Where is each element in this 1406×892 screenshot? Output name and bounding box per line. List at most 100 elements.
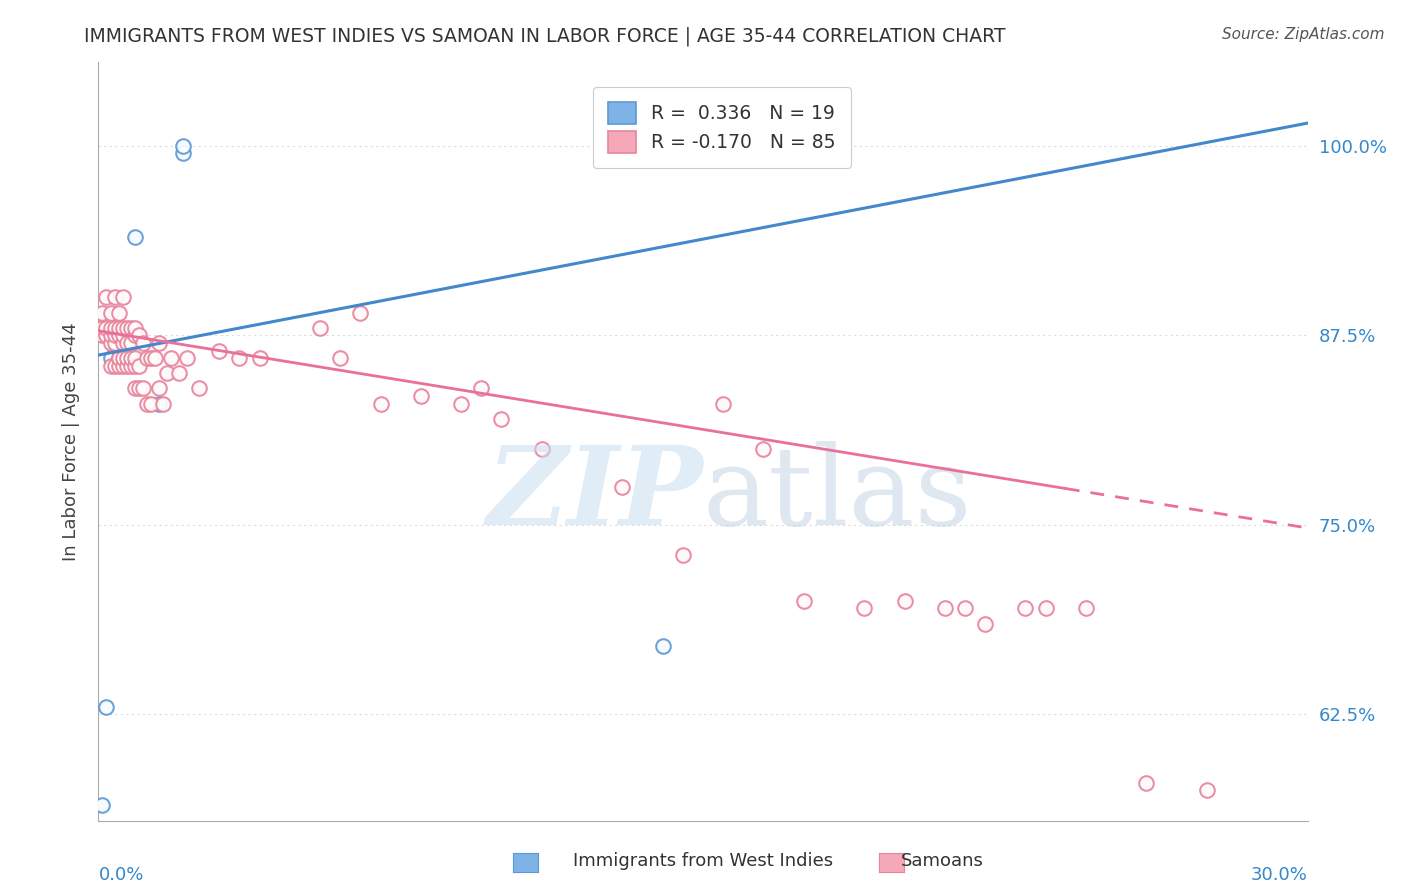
Point — [100, 321, 122, 335]
Point — [115, 351, 138, 366]
Point — [111, 328, 134, 343]
Point — [793, 594, 815, 608]
Point — [115, 321, 138, 335]
Point — [111, 321, 134, 335]
Point — [111, 291, 134, 305]
Point — [409, 389, 432, 403]
Point — [329, 351, 352, 366]
Point — [124, 321, 146, 335]
Point — [100, 321, 122, 335]
Point — [249, 351, 271, 366]
Point — [148, 336, 170, 351]
Text: Immigrants from West Indies: Immigrants from West Indies — [572, 852, 834, 870]
Point — [103, 321, 125, 335]
Point — [103, 321, 125, 335]
Point — [752, 442, 775, 456]
Point — [470, 382, 492, 396]
Point — [120, 351, 142, 366]
Point — [470, 382, 492, 396]
Point — [188, 382, 211, 396]
Point — [172, 146, 194, 161]
Point — [152, 396, 174, 410]
Point — [96, 291, 118, 305]
Point — [148, 396, 170, 410]
Point — [100, 306, 122, 320]
Point — [1035, 601, 1057, 615]
Point — [249, 351, 271, 366]
Point — [148, 336, 170, 351]
Point — [148, 382, 170, 396]
Point — [128, 359, 150, 373]
Point — [111, 336, 134, 351]
Point — [893, 594, 915, 608]
Point — [103, 328, 125, 343]
Point — [100, 359, 122, 373]
Point — [1035, 601, 1057, 615]
Point — [135, 351, 157, 366]
Point — [853, 601, 876, 615]
Point — [651, 639, 673, 653]
Point — [115, 336, 138, 351]
Point — [100, 336, 122, 351]
Point — [120, 359, 142, 373]
Point — [934, 601, 956, 615]
Point — [107, 306, 129, 320]
Point — [115, 336, 138, 351]
Point — [139, 351, 162, 366]
Point — [711, 396, 734, 410]
Point — [160, 351, 183, 366]
Point — [124, 382, 146, 396]
Point — [100, 336, 122, 351]
Point — [152, 396, 174, 410]
Point — [103, 328, 125, 343]
Point — [172, 146, 194, 161]
Point — [491, 412, 513, 426]
Point — [1195, 783, 1218, 797]
Point — [111, 328, 134, 343]
Text: Samoans: Samoans — [901, 852, 983, 870]
Point — [91, 306, 114, 320]
Point — [450, 396, 472, 410]
Point — [974, 616, 997, 631]
Point — [111, 351, 134, 366]
Point — [96, 700, 118, 714]
Point — [309, 321, 332, 335]
Point — [1014, 601, 1036, 615]
Point — [100, 328, 122, 343]
Point — [100, 306, 122, 320]
Point — [96, 328, 118, 343]
Y-axis label: In Labor Force | Age 35-44: In Labor Force | Age 35-44 — [62, 322, 80, 561]
Point — [96, 328, 118, 343]
Point — [115, 359, 138, 373]
Text: Source: ZipAtlas.com: Source: ZipAtlas.com — [1222, 27, 1385, 42]
Point — [143, 351, 166, 366]
Text: 30.0%: 30.0% — [1251, 866, 1308, 884]
Point — [974, 616, 997, 631]
Point — [370, 396, 392, 410]
Point — [148, 396, 170, 410]
Point — [120, 351, 142, 366]
Point — [124, 351, 146, 366]
Point — [107, 351, 129, 366]
Point — [111, 359, 134, 373]
Point — [176, 351, 198, 366]
Text: 0.0%: 0.0% — [98, 866, 143, 884]
Point — [111, 359, 134, 373]
Point — [107, 321, 129, 335]
Point — [91, 321, 114, 335]
Point — [96, 321, 118, 335]
Point — [167, 366, 190, 380]
Point — [100, 351, 122, 366]
Point — [115, 336, 138, 351]
Point — [793, 594, 815, 608]
Point — [111, 328, 134, 343]
Point — [370, 396, 392, 410]
Point — [124, 359, 146, 373]
Point — [139, 396, 162, 410]
Point — [128, 328, 150, 343]
Point — [132, 382, 155, 396]
Point — [135, 351, 157, 366]
Point — [103, 336, 125, 351]
Point — [111, 328, 134, 343]
Text: ZIP: ZIP — [486, 441, 703, 549]
